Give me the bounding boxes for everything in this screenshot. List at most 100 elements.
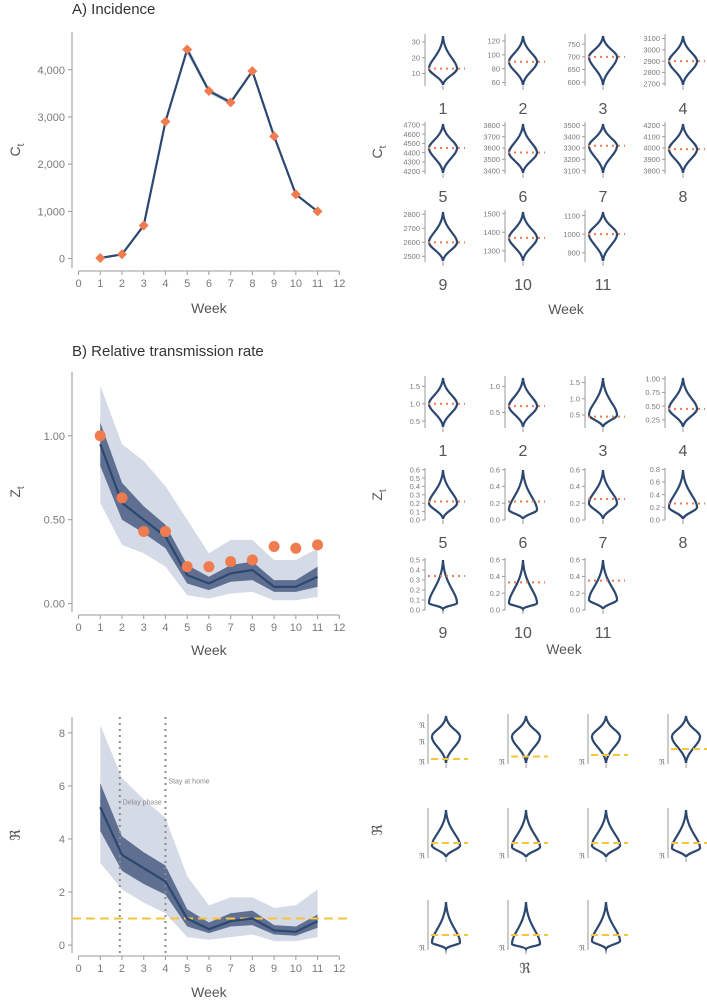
x-tick-label-C: 6	[206, 963, 212, 975]
violin-tick-label: 120	[487, 37, 500, 46]
x-tick-label-A: 12	[333, 278, 345, 290]
violin-shape	[667, 377, 699, 428]
violin-tick-symbol: ℜ	[419, 944, 426, 953]
violin-shape	[670, 809, 702, 858]
violin-tick-label: 0.75	[645, 388, 660, 397]
violin-tick-symbol: ℜ	[499, 758, 506, 767]
violin-tick-label: 10	[412, 69, 420, 78]
x-tick-label-A: 5	[184, 278, 190, 290]
violin-week-label: 7	[599, 535, 608, 552]
x-tick-label-B: 5	[184, 622, 190, 634]
violin-grid-B: 1.5 1.0 0.5 1 1.0 0.5 2 1.5 1.0 0.5 3 1.00 0.75 0.50 0…	[369, 374, 705, 657]
violin-shape	[507, 377, 539, 428]
x-axis-label-C: Week	[191, 984, 228, 1000]
violin-tick-symbol: ℜ	[419, 758, 426, 767]
x-tick-label-A: 10	[290, 278, 302, 290]
violin-tick-label: 3100	[643, 34, 660, 43]
violin-tick-label: 60	[492, 78, 500, 87]
violin-panel: 0.50.40.30.20.10.0 9	[410, 556, 465, 642]
violin-shape	[427, 377, 459, 428]
violin-shape	[510, 901, 542, 952]
violin-tick-label: 0.0	[570, 516, 580, 525]
violin-panel: 750 700 650 600 3	[567, 34, 625, 118]
violin-tick-label: 0.0	[490, 516, 500, 525]
violin-shape	[510, 715, 542, 764]
violin-panel: 1.5 1.0 0.5 1	[410, 376, 465, 460]
violin-panel: 3500 3400 3300 3200 3100 7	[563, 121, 625, 206]
violin-shape	[507, 123, 539, 174]
outer-credible-band-C	[100, 724, 318, 942]
y-tick-label-B: 0.50	[44, 515, 65, 527]
inner-credible-band-C	[100, 783, 318, 936]
y-tick-label-A: 1,000	[37, 206, 65, 218]
x-tick-label-C: 4	[162, 963, 168, 975]
violin-shape	[587, 123, 619, 174]
y-tick-label-C: 0	[59, 940, 65, 952]
observed-point-B	[225, 556, 237, 568]
violin-week-label: 9	[439, 625, 448, 642]
violin-tick-label: 3500	[483, 155, 500, 164]
chart-title-B: B) Relative transmission rate	[72, 343, 264, 360]
x-tick-label-C: 5	[184, 963, 190, 975]
violin-panel: 30 20 10 1	[412, 34, 465, 118]
violin-grid-B-xlabel: Week	[546, 641, 583, 657]
x-axis-label-A: Week	[191, 300, 228, 316]
outer-credible-band-B	[100, 385, 318, 601]
violin-panel: 2800 2700 2600 2500 9	[403, 210, 465, 294]
observed-point-B	[116, 492, 128, 504]
violin-tick-symbol: ℜ	[659, 758, 666, 767]
violin-week-label: 6	[519, 535, 528, 552]
violin-shape	[587, 559, 619, 610]
phase-label-1: Delay phase	[123, 800, 162, 807]
violin-tick-label: 0.4	[570, 482, 580, 491]
violin-grid-C-xlabel: ℜ	[519, 960, 531, 976]
violin-tick-label: 2700	[403, 224, 420, 233]
violin-week-label: 3	[599, 101, 608, 118]
violin-tick-symbol: ℜ	[419, 738, 426, 747]
violin-shape	[427, 559, 459, 613]
violin-tick-label: 20	[412, 53, 420, 62]
violin-tick-symbol: ℜ	[579, 944, 586, 953]
outer-credible-band-A	[100, 44, 318, 259]
violin-tick-label: 0.2	[570, 589, 580, 598]
violin-panel: 1.0 0.5 2	[490, 376, 545, 460]
observed-point-A	[225, 97, 236, 108]
violin-tick-label: 1.00	[645, 374, 660, 383]
violin-tick-label: 650	[567, 65, 580, 74]
violin-panel: ℜ	[419, 808, 468, 862]
violin-tick-label: 3300	[563, 144, 580, 153]
x-tick-label-A: 3	[141, 278, 147, 290]
violin-shape	[587, 211, 619, 262]
x-tick-label-B: 6	[206, 622, 212, 634]
violin-tick-label: 0.0	[410, 606, 420, 615]
x-tick-label-A: 4	[162, 278, 168, 290]
violin-panel: 3100 3000 2900 2800 2700 4	[643, 34, 705, 118]
violin-tick-label: 4500	[403, 139, 420, 148]
violin-panel: ℜ	[659, 714, 707, 768]
violin-week-label: 5	[439, 535, 448, 552]
violin-tick-label: 0.6	[570, 465, 580, 474]
violin-week-label: 3	[599, 443, 608, 460]
y-axis-label-A: Ct	[7, 143, 27, 156]
violin-tick-label: 3100	[563, 166, 580, 175]
violin-week-label: 10	[514, 277, 532, 294]
violin-week-label: 11	[595, 277, 612, 294]
violin-tick-label: 0.4	[490, 482, 500, 491]
violin-tick-label: 750	[567, 40, 580, 49]
observed-point-B	[181, 561, 193, 573]
violin-shape	[507, 469, 539, 520]
violin-week-label: 11	[595, 625, 612, 642]
violin-tick-label: 1.5	[410, 382, 420, 391]
x-tick-label-B: 1	[97, 622, 103, 634]
violin-shape	[667, 35, 699, 86]
y-tick-label-C: 8	[59, 728, 65, 740]
violin-tick-label: 0.5	[410, 556, 420, 565]
violin-tick-label: 3700	[483, 132, 500, 141]
x-tick-label-B: 0	[75, 622, 81, 634]
observed-point-B	[94, 430, 106, 442]
violin-tick-label: 0.2	[410, 499, 420, 508]
violin-shape	[427, 123, 459, 174]
violin-tick-label: 600	[567, 78, 580, 87]
